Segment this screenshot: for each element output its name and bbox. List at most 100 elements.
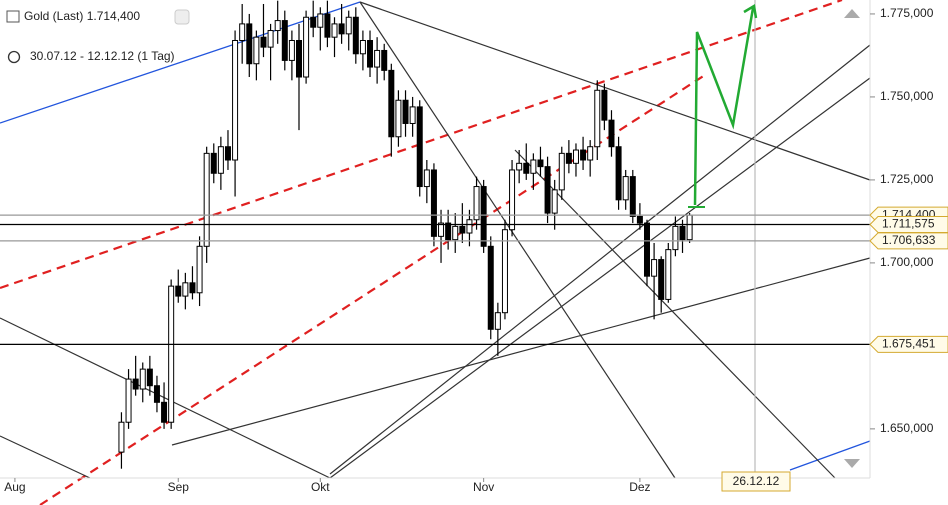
candle [381,43,388,81]
candle [445,209,452,250]
candle-body [324,13,331,38]
chart-title: Gold (Last) 1.714,400 [24,9,140,23]
candle-body [509,169,516,231]
candle-body [139,368,146,390]
trendline [329,44,871,475]
candle [430,163,437,247]
candle [452,213,459,253]
candle [395,90,402,147]
candle-body [480,186,487,247]
candle [580,136,587,170]
candle [153,375,160,413]
candle-body [665,249,672,300]
candle-body [374,49,381,68]
y-tick-label: 1.750,000 [880,89,934,103]
candle-body [281,20,288,61]
candle [487,236,494,340]
candle [494,302,501,356]
scroll-up[interactable] [844,9,860,18]
clock-icon [7,50,21,64]
candle [537,146,544,177]
candle-body [267,30,274,48]
candle-body [601,89,608,121]
trendline [359,1,871,181]
settings-icon[interactable] [174,9,190,25]
candle-body [416,106,423,188]
candle-body [587,146,594,161]
candle [509,159,516,237]
candle-body [210,152,217,174]
candle-body [572,149,579,164]
candle [246,13,253,78]
x-tick-label: Aug [4,480,25,494]
candle-body [487,245,494,330]
price-label: 1.706,633 [882,233,936,247]
candle-body [679,225,686,241]
chart-subtitle: 30.07.12 - 12.12.12 (1 Tag) [30,49,175,63]
candle-body [473,186,480,221]
candle [359,30,366,71]
trendline [39,74,706,505]
candle [523,143,530,180]
candle-body [338,23,345,35]
candle [253,30,260,81]
candle [146,355,153,396]
candle [480,179,487,253]
y-tick-label: 1.725,000 [880,172,934,186]
candle [544,156,551,224]
candle [594,80,601,160]
candle [367,30,374,78]
candle [217,136,224,190]
trendline [359,1,676,479]
candle [168,279,175,429]
candle-body [161,401,168,423]
candle-body [153,385,160,403]
candle-body [423,169,430,188]
projection-arrow [693,7,755,206]
candle [324,0,331,48]
candle [310,0,317,38]
candle-body [224,146,231,161]
candle-body [686,214,693,241]
x-tick-label: Sep [168,480,190,494]
candle-body [217,146,224,174]
candle [608,110,615,157]
candle-body [615,146,622,201]
candle [622,169,629,210]
candle-body [395,99,402,138]
candle-body [501,229,508,314]
price-label: 1.675,451 [882,337,936,351]
candle [558,146,565,200]
candle [303,10,310,84]
candle [203,146,210,263]
candle [388,63,395,157]
candle-body [643,222,650,277]
candle [672,216,679,257]
trendline [789,440,871,471]
candle [402,90,409,137]
candle-body [530,159,537,174]
candle [132,355,139,396]
scroll-down[interactable] [844,459,860,468]
candle [352,7,359,64]
candle-body [523,162,530,174]
candle-body [580,149,587,161]
trendline [514,149,836,479]
candle [331,17,338,58]
candle-body [345,16,352,35]
candle [317,7,324,51]
price-label-box [869,232,948,250]
candle-body [310,16,317,28]
candle [587,140,594,177]
cursor-label: 26.12.12 [733,474,780,488]
candle-body [622,176,629,201]
price-label: 1.711,575 [882,217,935,231]
candle-body [125,378,132,423]
x-tick-label: Nov [473,480,494,494]
candle [281,10,288,71]
y-tick-label: 1.650,000 [880,421,934,435]
candle-body [274,20,281,32]
candle-body [388,69,395,138]
candle-body [146,368,153,387]
candle [161,382,168,429]
